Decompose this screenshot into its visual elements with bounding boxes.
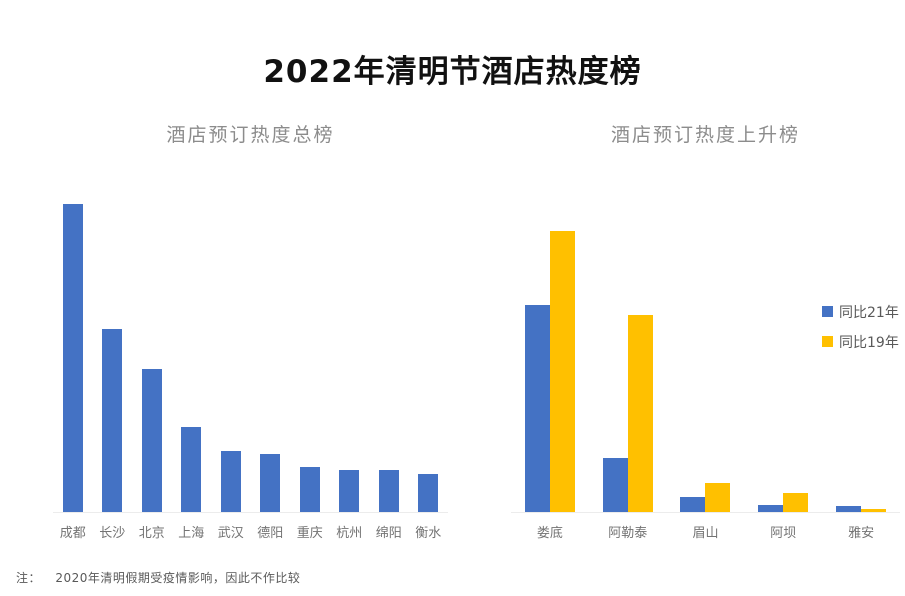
- axis-label: 长沙: [99, 526, 126, 541]
- overall-chart: 成都 长沙 北京 上海 武汉 德阳 重庆 杭州 绵阳 衡水: [53, 204, 448, 541]
- overall-chart-plot: 成都 长沙 北京 上海 武汉 德阳 重庆 杭州 绵阳 衡水: [53, 204, 448, 541]
- rising-chart-title: 酒店预订热度上升榜: [610, 124, 800, 146]
- bar-area: [369, 204, 409, 513]
- rising-bar-series-1: [861, 508, 887, 512]
- bar-column: 成都: [53, 204, 93, 541]
- bar-group-column: 阿坝: [744, 231, 823, 541]
- axis-label: 武汉: [217, 526, 244, 541]
- rising-chart-plot: 娄底 阿勒泰 眉山 阿坝 雅安: [511, 231, 900, 541]
- axis-label: 德阳: [257, 526, 284, 541]
- rising-bar-series-0: [758, 504, 784, 512]
- bar-group-column: 阿勒泰: [588, 231, 667, 541]
- overall-bar: [378, 470, 399, 512]
- yellow-series-swatch-icon: [822, 336, 833, 347]
- footnote-text: 2020年清明假期受疫情影响，因此不作比较: [55, 571, 301, 585]
- overall-bar: [339, 470, 360, 512]
- legend-item: 同比21年: [822, 301, 899, 322]
- bar-column: 德阳: [250, 204, 290, 541]
- bar-area: [250, 204, 290, 513]
- rising-bar-series-1: [783, 492, 809, 512]
- rising-bar-series-1: [627, 314, 653, 512]
- rising-bar-series-1: [549, 231, 575, 512]
- legend-label: 同比19年: [839, 334, 899, 351]
- bar-area: [211, 204, 251, 513]
- bar-group: [666, 231, 745, 513]
- rising-bar-series-0: [680, 497, 706, 512]
- rising-bar-series-0: [836, 506, 862, 512]
- bar-group-column: 雅安: [822, 231, 900, 541]
- axis-label: 阿勒泰: [608, 526, 648, 541]
- legend: 同比21年 同比19年: [822, 301, 899, 361]
- bar-area: [171, 204, 211, 513]
- rising-bar-series-1: [705, 483, 731, 512]
- bar-group: [588, 231, 667, 513]
- bar-column: 绵阳: [369, 204, 409, 541]
- overall-bar: [220, 451, 241, 512]
- overall-bar: [260, 454, 281, 512]
- bar-column: 长沙: [92, 204, 132, 541]
- overall-bar: [141, 369, 162, 512]
- bar-column: 北京: [132, 204, 172, 541]
- rising-bar-series-0: [602, 458, 628, 512]
- footnote-prefix: 注：: [16, 571, 42, 585]
- legend-item: 同比19年: [822, 331, 899, 352]
- rising-bar-series-0: [524, 304, 550, 512]
- axis-label: 绵阳: [375, 526, 402, 541]
- overall-chart-title: 酒店预订热度总榜: [166, 124, 335, 146]
- overall-bar: [102, 328, 123, 512]
- bar-group: [822, 231, 900, 513]
- bar-area: [53, 204, 93, 513]
- bar-column: 重庆: [290, 204, 330, 541]
- blue-series-swatch-icon: [822, 306, 833, 317]
- bar-column: 杭州: [329, 204, 369, 541]
- footnote: 注： 2020年清明假期受疫情影响，因此不作比较: [16, 569, 300, 586]
- axis-label: 杭州: [336, 526, 363, 541]
- bar-area: [408, 204, 448, 513]
- bar-column: 武汉: [211, 204, 251, 541]
- overall-bar: [299, 467, 320, 512]
- axis-label: 娄底: [536, 526, 563, 541]
- bar-group-column: 娄底: [511, 231, 589, 541]
- page-title: 2022年清明节酒店热度榜: [263, 54, 642, 90]
- bar-group-column: 眉山: [666, 231, 745, 541]
- axis-label: 眉山: [692, 526, 719, 541]
- axis-label: 成都: [59, 526, 86, 541]
- overall-bar: [418, 474, 439, 512]
- bar-group: [744, 231, 823, 513]
- axis-label: 重庆: [296, 526, 323, 541]
- legend-label: 同比21年: [839, 304, 899, 321]
- axis-label: 衡水: [415, 526, 442, 541]
- overall-bar: [62, 204, 83, 512]
- axis-label: 上海: [178, 526, 205, 541]
- bar-area: [132, 204, 172, 513]
- axis-label: 雅安: [848, 526, 875, 541]
- axis-label: 北京: [138, 526, 165, 541]
- rising-chart: 娄底 阿勒泰 眉山 阿坝 雅安: [511, 231, 900, 541]
- bar-area: [290, 204, 330, 513]
- overall-bar: [181, 427, 202, 512]
- bar-column: 上海: [171, 204, 211, 541]
- axis-label: 阿坝: [770, 526, 797, 541]
- bar-column: 衡水: [408, 204, 448, 541]
- bar-group: [511, 231, 589, 513]
- bar-area: [92, 204, 132, 513]
- bar-area: [329, 204, 369, 513]
